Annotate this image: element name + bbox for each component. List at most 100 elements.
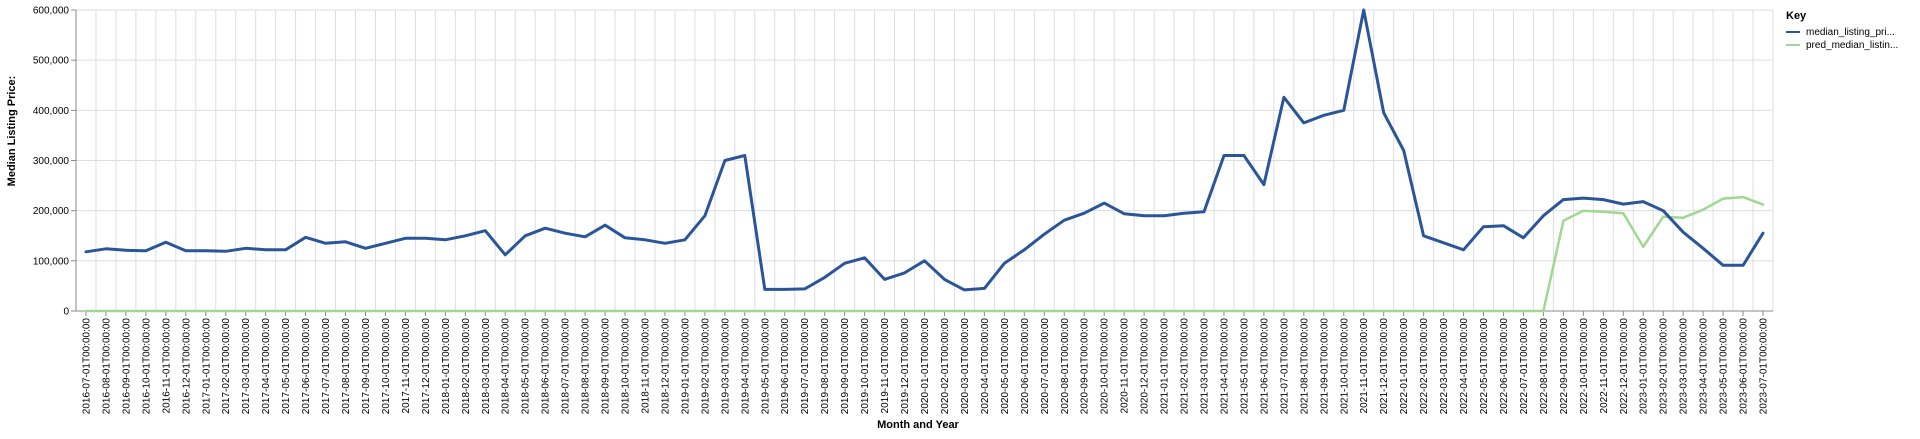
x-tick-label: 2022-10-01T00:00:00 xyxy=(1579,318,1590,415)
x-tick-label: 2018-08-01T00:00:00 xyxy=(581,318,592,415)
x-tick-label: 2019-01-01T00:00:00 xyxy=(680,318,691,415)
x-tick-label: 2020-10-01T00:00:00 xyxy=(1100,318,1111,415)
x-tick-label: 2017-06-01T00:00:00 xyxy=(301,318,312,415)
x-tick-label: 2019-04-01T00:00:00 xyxy=(740,318,751,415)
y-tick-label: 500,000 xyxy=(33,56,70,67)
x-tick-label: 2016-07-01T00:00:00 xyxy=(81,318,92,415)
x-tick-label: 2022-03-01T00:00:00 xyxy=(1439,318,1450,415)
x-tick-label: 2020-11-01T00:00:00 xyxy=(1120,318,1131,414)
x-tick-label: 2017-04-01T00:00:00 xyxy=(261,318,272,415)
axis-layer: 0 100,000 200,000 300,000 400,000 500,000 600,… xyxy=(33,6,1773,415)
series-line-pred-median-listing-price xyxy=(84,195,1765,313)
x-tick-label: 2021-11-01T00:00:00 xyxy=(1359,318,1370,414)
x-tick-label: 2021-06-01T00:00:00 xyxy=(1259,318,1270,415)
x-tick-label: 2018-09-01T00:00:00 xyxy=(601,318,612,415)
x-tick-label: 2018-04-01T00:00:00 xyxy=(501,318,512,415)
x-tick-label: 2019-11-01T00:00:00 xyxy=(880,318,891,414)
grid-layer xyxy=(75,9,1774,312)
x-tick-label: 2022-09-01T00:00:00 xyxy=(1559,318,1570,415)
x-tick-label: 2023-02-01T00:00:00 xyxy=(1659,318,1670,415)
x-tick-label: 2022-06-01T00:00:00 xyxy=(1499,318,1510,415)
x-tick-label: 2017-01-01T00:00:00 xyxy=(201,318,212,415)
x-tick-label: 2017-07-01T00:00:00 xyxy=(321,318,332,415)
x-tick-label: 2021-03-01T00:00:00 xyxy=(1200,318,1211,415)
x-tick-label: 2021-10-01T00:00:00 xyxy=(1339,318,1350,415)
x-tick-label: 2017-03-01T00:00:00 xyxy=(241,318,252,415)
x-tick-label: 2019-09-01T00:00:00 xyxy=(840,318,851,415)
x-tick-label: 2021-08-01T00:00:00 xyxy=(1299,318,1310,415)
x-tick-label: 2020-04-01T00:00:00 xyxy=(980,318,991,415)
x-tick-label: 2023-04-01T00:00:00 xyxy=(1699,318,1710,415)
x-tick-label: 2018-01-01T00:00:00 xyxy=(441,318,452,415)
series-line-median-listing-price xyxy=(84,8,1765,292)
x-tick-label: 2017-05-01T00:00:00 xyxy=(281,318,292,415)
x-tick-label: 2022-11-01T00:00:00 xyxy=(1599,318,1610,414)
x-tick-label: 2018-07-01T00:00:00 xyxy=(561,318,572,415)
y-tick-label: 400,000 xyxy=(33,106,70,117)
x-tick-label: 2018-06-01T00:00:00 xyxy=(541,318,552,415)
x-tick-label: 2018-02-01T00:00:00 xyxy=(461,318,472,415)
x-tick-label: 2018-12-01T00:00:00 xyxy=(660,318,671,415)
x-tick-label: 2021-09-01T00:00:00 xyxy=(1319,318,1330,415)
x-tick-label: 2017-12-01T00:00:00 xyxy=(421,318,432,415)
x-tick-label: 2020-06-01T00:00:00 xyxy=(1020,318,1031,415)
x-tick-label: 2020-08-01T00:00:00 xyxy=(1060,318,1071,415)
x-tick-label: 2020-07-01T00:00:00 xyxy=(1040,318,1051,415)
x-tick-label: 2018-10-01T00:00:00 xyxy=(621,318,632,415)
x-tick-label: 2022-05-01T00:00:00 xyxy=(1479,318,1490,415)
x-tick-label: 2019-12-01T00:00:00 xyxy=(900,318,911,415)
x-axis-title: Month and Year xyxy=(877,419,959,431)
x-tick-label: 2017-02-01T00:00:00 xyxy=(221,318,232,415)
y-tick-label: 200,000 xyxy=(33,206,70,217)
x-tick-label: 2022-12-01T00:00:00 xyxy=(1619,318,1630,415)
legend-label-median-listing-price: median_listing_pri... xyxy=(1806,27,1895,38)
x-tick-label: 2021-04-01T00:00:00 xyxy=(1219,318,1230,415)
x-tick-label: 2016-11-01T00:00:00 xyxy=(161,318,172,414)
x-tick-label: 2021-01-01T00:00:00 xyxy=(1160,318,1171,415)
y-tick-label: 0 xyxy=(63,307,69,318)
x-tick-label: 2016-08-01T00:00:00 xyxy=(101,318,112,415)
x-tick-label: 2023-03-01T00:00:00 xyxy=(1679,318,1690,415)
series-layer xyxy=(84,8,1765,313)
x-tick-label: 2020-05-01T00:00:00 xyxy=(1000,318,1011,415)
x-tick-label: 2022-02-01T00:00:00 xyxy=(1419,318,1430,415)
x-tick-label: 2022-01-01T00:00:00 xyxy=(1399,318,1410,415)
x-tick-label: 2017-10-01T00:00:00 xyxy=(381,318,392,415)
y-axis-title: Median Listing Price: xyxy=(6,76,18,187)
y-tick-label: 100,000 xyxy=(33,256,70,267)
x-tick-label: 2019-05-01T00:00:00 xyxy=(760,318,771,415)
x-tick-label: 2020-01-01T00:00:00 xyxy=(920,318,931,415)
x-tick-label: 2022-04-01T00:00:00 xyxy=(1459,318,1470,415)
x-tick-label: 2021-12-01T00:00:00 xyxy=(1379,318,1390,415)
legend-title: Key xyxy=(1786,10,1807,22)
x-tick-label: 2016-09-01T00:00:00 xyxy=(121,318,132,415)
x-tick-label: 2017-08-01T00:00:00 xyxy=(341,318,352,415)
x-tick-label: 2020-09-01T00:00:00 xyxy=(1080,318,1091,415)
x-tick-label: 2023-06-01T00:00:00 xyxy=(1739,318,1750,415)
x-tick-label: 2020-03-01T00:00:00 xyxy=(960,318,971,415)
x-tick-label: 2023-07-01T00:00:00 xyxy=(1759,318,1770,415)
x-tick-label: 2017-09-01T00:00:00 xyxy=(361,318,372,415)
x-tick-label: 2021-02-01T00:00:00 xyxy=(1180,318,1191,415)
legend: Key median_listing_pri... pred_median_li… xyxy=(1786,10,1898,51)
x-tick-label: 2016-12-01T00:00:00 xyxy=(181,318,192,415)
x-tick-label: 2021-07-01T00:00:00 xyxy=(1279,318,1290,415)
x-tick-label: 2019-03-01T00:00:00 xyxy=(720,318,731,415)
y-tick-label: 300,000 xyxy=(33,156,70,167)
x-tick-label: 2023-01-01T00:00:00 xyxy=(1639,318,1650,415)
legend-label-pred-median-listing-price: pred_median_listin... xyxy=(1806,40,1898,51)
x-tick-label: 2019-10-01T00:00:00 xyxy=(860,318,871,415)
y-tick-label: 600,000 xyxy=(33,6,70,17)
x-tick-label: 2020-02-01T00:00:00 xyxy=(940,318,951,415)
x-tick-label: 2018-05-01T00:00:00 xyxy=(521,318,532,415)
x-tick-label: 2023-05-01T00:00:00 xyxy=(1719,318,1730,415)
x-tick-label: 2019-06-01T00:00:00 xyxy=(780,318,791,415)
x-tick-label: 2019-07-01T00:00:00 xyxy=(800,318,811,415)
x-tick-label: 2019-08-01T00:00:00 xyxy=(820,318,831,415)
x-tick-label: 2021-05-01T00:00:00 xyxy=(1239,318,1250,415)
x-tick-label: 2017-11-01T00:00:00 xyxy=(401,318,412,414)
x-tick-label: 2022-07-01T00:00:00 xyxy=(1519,318,1530,415)
x-tick-label: 2018-11-01T00:00:00 xyxy=(640,318,651,414)
